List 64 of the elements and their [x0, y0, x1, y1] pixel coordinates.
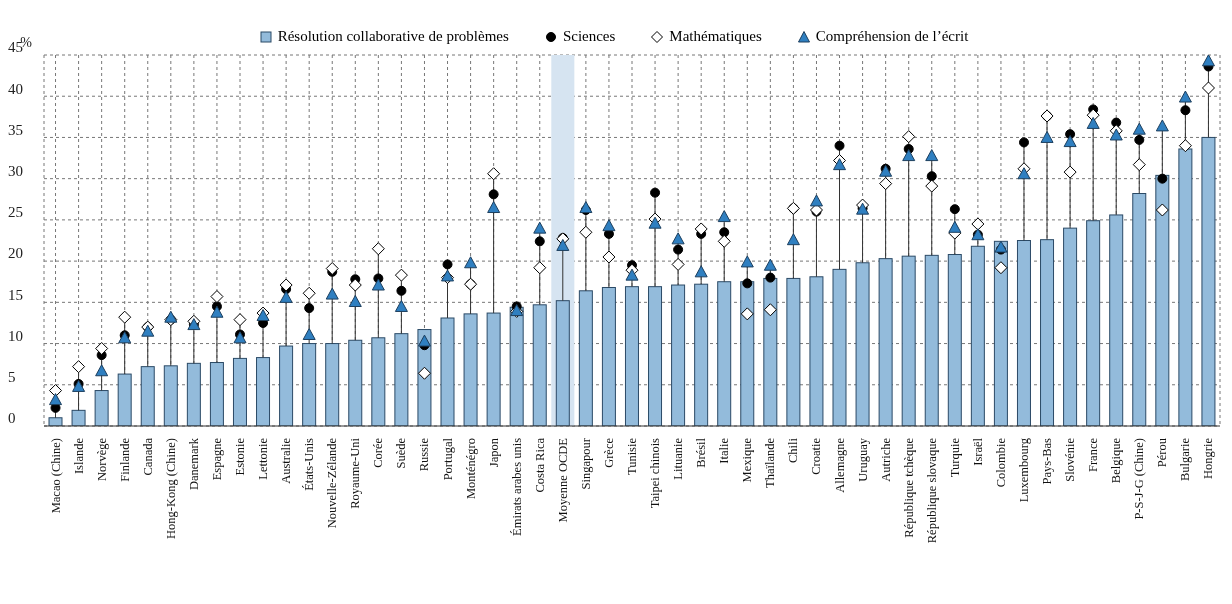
x-tick-label: Italie: [717, 437, 732, 464]
y-tick-label: 0: [8, 410, 16, 427]
y-tick-label: 15: [8, 286, 23, 303]
x-tick-label: Émirats arabes unis: [509, 437, 524, 536]
y-tick-label: 25: [8, 204, 23, 221]
x-tick-label: Mexique: [740, 437, 755, 483]
x-tick-label: Bulgarie: [1178, 437, 1193, 482]
y-tick-label: 20: [8, 245, 23, 262]
x-tick-label: Nouvelle-Zélande: [325, 437, 340, 529]
x-tick-label: Moyenne OCDE: [555, 437, 570, 523]
x-tick-label: Hong-Kong (Chine): [163, 438, 178, 540]
x-tick-label: Chili: [786, 437, 801, 464]
x-tick-label: Belgique: [1109, 437, 1124, 484]
x-tick-label: Lettonie: [256, 437, 271, 480]
x-tick-label: Brésil: [694, 437, 709, 468]
y-tick-label: 5: [8, 369, 16, 386]
x-tick-label: Canada: [140, 437, 155, 476]
x-tick-label: Autriche: [878, 437, 893, 482]
legend-label: Sciences: [561, 28, 616, 45]
x-tick-label: Islande: [71, 437, 86, 475]
legend-label: Compréhension de l’écrit: [814, 28, 969, 45]
x-tick-label: Uruguay: [855, 437, 870, 482]
x-tick-label: Estonie: [233, 437, 247, 476]
x-tick-label: Croatie: [809, 437, 824, 475]
x-tick-label: P-S-J-G (Chine): [1132, 438, 1147, 520]
x-tick-label: Slovénie: [1063, 437, 1078, 482]
y-tick-label: 10: [8, 327, 23, 344]
x-tick-label: Norvège: [94, 437, 109, 482]
x-tick-label: Lituanie: [671, 437, 686, 480]
x-tick-label: Corée: [371, 437, 386, 468]
x-tick-label: Monténégro: [463, 438, 478, 500]
x-tick-label: Pérou: [1155, 437, 1170, 468]
x-tick-label: Hongrie: [1201, 437, 1216, 479]
x-tick-label: Danemark: [186, 437, 201, 491]
x-tick-label: Finlande: [117, 437, 132, 482]
x-tick-label: Allemagne: [832, 437, 847, 493]
x-tick-label: Russie: [417, 437, 432, 472]
legend-label: Résolution collaborative de problèmes: [276, 28, 509, 45]
x-tick-label: Colombie: [993, 437, 1008, 488]
x-tick-label: Thaïlande: [763, 437, 778, 488]
legend-label: Mathématiques: [668, 28, 762, 45]
x-tick-label: Tunisie: [625, 437, 639, 476]
x-tick-label: Royaume-Uni: [348, 437, 363, 509]
x-tick-label: Suède: [394, 437, 409, 469]
x-tick-label: Macao (Chine): [48, 438, 63, 514]
x-tick-label: Singapour: [578, 437, 593, 490]
x-tick-label: République slovaque: [924, 437, 939, 544]
x-tick-label: Pays-Bas: [1040, 437, 1055, 485]
x-tick-label: Turquie: [947, 437, 962, 478]
x-tick-label: Grèce: [601, 437, 616, 468]
y-tick-label: 30: [8, 162, 23, 179]
y-tick-label: 35: [8, 121, 23, 138]
y-tick-label: 40: [8, 80, 23, 97]
x-tick-label: Luxembourg: [1017, 437, 1031, 503]
x-tick-label: Japon: [486, 437, 501, 468]
x-tick-label: Israël: [970, 437, 985, 466]
x-tick-label: Taipei chinois: [648, 437, 663, 509]
x-tick-label: États-Unis: [302, 437, 317, 491]
x-tick-label: Portugal: [440, 437, 455, 481]
x-tick-label: Australie: [279, 437, 294, 484]
x-tick-label: République tchèque: [901, 437, 916, 538]
x-tick-label: Espagne: [209, 437, 224, 481]
x-tick-label: France: [1086, 437, 1101, 473]
x-tick-label: Costa Rica: [532, 437, 547, 493]
